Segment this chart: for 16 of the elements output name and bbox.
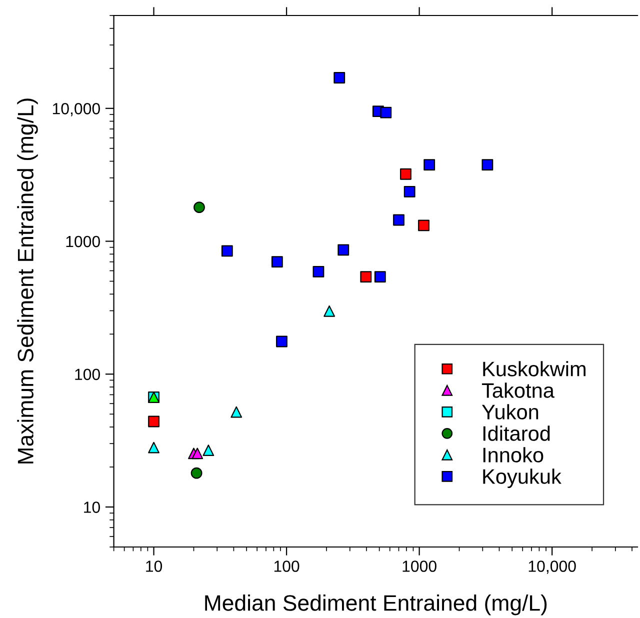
y-tick-label: 100 xyxy=(75,368,100,380)
legend-label: Kuskokwim xyxy=(483,361,586,376)
y-axis-title: Maximum Sediment Entrained (mg/L) xyxy=(17,98,38,464)
legend-label: Innoko xyxy=(483,447,544,462)
y-tick-label: 10 xyxy=(84,502,100,513)
legend-label: Iditarod xyxy=(483,426,550,441)
x-tick-label: 10 xyxy=(146,560,162,572)
legend-label: Yukon xyxy=(482,404,538,420)
legend-label: Takotna xyxy=(482,382,554,398)
x-tick-label: 10,000 xyxy=(528,560,576,574)
legend-label: Koyukuk xyxy=(483,468,562,488)
y-tick-label: 10,000 xyxy=(52,103,100,116)
x-axis-title: Median Sediment Entrained (mg/L) xyxy=(205,594,547,616)
x-tick-label: 100 xyxy=(274,560,300,572)
x-tick-label: 1000 xyxy=(402,560,436,572)
y-tick-label: 1000 xyxy=(66,236,100,248)
